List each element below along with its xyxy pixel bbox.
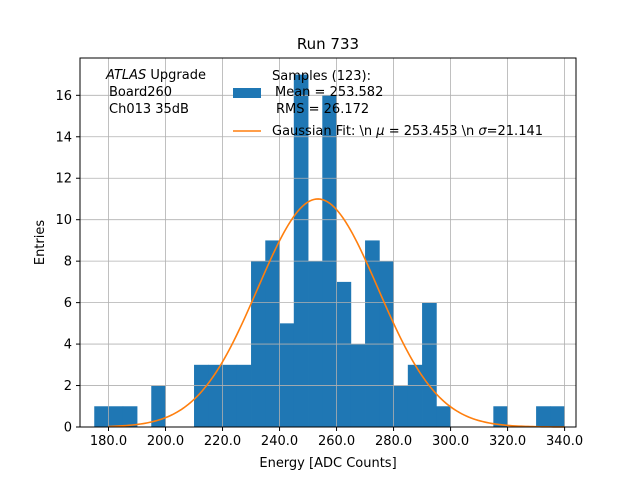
- y-tick-label: 8: [64, 255, 72, 270]
- histogram-bar: [536, 406, 551, 427]
- legend-fit-label: Gaussian Fit: \n μ = 253.453 \n σ=21.141: [272, 124, 543, 139]
- x-tick-label: 220.0: [204, 434, 241, 449]
- fit-curve: [108, 198, 565, 428]
- x-tick-label: 340.0: [546, 434, 583, 449]
- histogram-bar: [436, 406, 451, 427]
- x-tick-label: 180.0: [90, 434, 127, 449]
- histogram-bar: [422, 302, 437, 427]
- y-tick-label: 6: [64, 296, 72, 311]
- histogram-bar: [393, 385, 409, 427]
- x-tick-label: 300.0: [432, 434, 469, 449]
- gaussian-fit: [108, 198, 565, 428]
- y-tick-label: 0: [64, 421, 72, 436]
- histogram-bar: [279, 323, 295, 427]
- legend: Samples (123): Mean = 253.582 RMS = 26.1…: [233, 69, 543, 139]
- annotation-atlas: ATLAS: [105, 68, 146, 83]
- legend-histogram-patch: [233, 88, 261, 98]
- annotation-line-2: Board260: [109, 85, 172, 100]
- axis-ticks: 180.0 200.0 220.0 240.0 260.0 280.0 300.0 320.0…: [55, 89, 583, 449]
- x-tick-label: 240.0: [261, 434, 298, 449]
- annotation-upgrade: Upgrade: [146, 68, 206, 83]
- annotation-line-3: Ch013 35dB: [109, 102, 189, 117]
- y-tick-label: 4: [64, 338, 72, 353]
- chart-title: Run 733: [297, 35, 359, 53]
- histogram-bar: [208, 364, 223, 427]
- x-tick-label: 200.0: [147, 434, 184, 449]
- legend-samples: Samples (123):: [272, 69, 371, 84]
- histogram-bar: [194, 364, 209, 427]
- y-axis-label: Entries: [33, 220, 48, 266]
- histogram-bar: [265, 240, 280, 427]
- legend-rms: RMS = 26.172: [276, 102, 369, 117]
- y-tick-label: 10: [55, 213, 72, 228]
- plot-frame: [79, 57, 577, 428]
- x-tick-label: 280.0: [375, 434, 412, 449]
- atlas-annotation: ATLAS Upgrade Board260 Ch013 35dB: [105, 68, 206, 117]
- grid: [80, 58, 576, 428]
- histogram-bar: [94, 406, 109, 427]
- histogram-bar: [336, 281, 352, 427]
- legend-mean: Mean = 253.582: [275, 85, 383, 100]
- histogram-bar: [236, 364, 252, 427]
- histogram-bar: [108, 406, 124, 427]
- histogram-bar: [222, 364, 238, 427]
- x-tick-label: 320.0: [489, 434, 526, 449]
- histogram-bar: [365, 240, 380, 427]
- y-tick-label: 14: [55, 130, 72, 145]
- histogram-bar: [122, 406, 138, 427]
- histogram-bar: [550, 406, 565, 427]
- histogram-bar: [407, 364, 423, 427]
- x-tick-label: 260.0: [318, 434, 355, 449]
- y-tick-label: 12: [55, 172, 72, 187]
- x-axis-label: Energy [ADC Counts]: [259, 456, 396, 471]
- y-tick-label: 16: [55, 89, 72, 104]
- histogram-bar: [293, 74, 309, 428]
- annotation-line-1: ATLAS Upgrade: [105, 68, 206, 83]
- histogram-bar: [493, 406, 508, 427]
- y-tick-label: 2: [64, 379, 72, 394]
- histogram-bar: [151, 385, 166, 427]
